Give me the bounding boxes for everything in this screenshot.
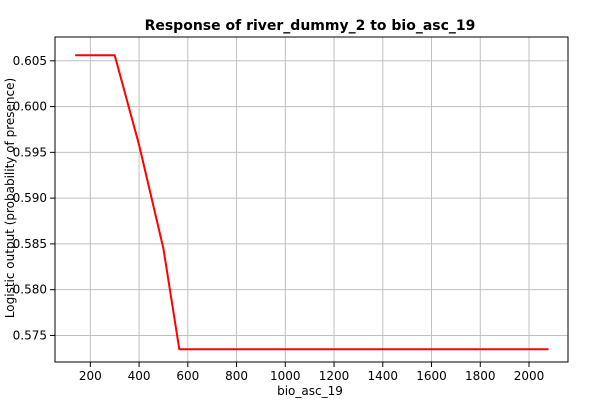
x-tick-label: 2000 xyxy=(514,369,545,383)
grid-lines xyxy=(55,37,568,362)
y-tick-label: 0.585 xyxy=(13,237,47,251)
x-tick-label: 200 xyxy=(79,369,102,383)
series-line xyxy=(75,54,549,351)
x-tick-label: 1200 xyxy=(319,369,350,383)
x-tick-label: 1800 xyxy=(465,369,496,383)
y-axis-label: Logistic output (probability of presence… xyxy=(3,78,17,318)
y-tick-label: 0.595 xyxy=(13,145,47,159)
series-group xyxy=(75,54,549,351)
x-tick-label: 800 xyxy=(225,369,248,383)
x-tick-label: 1600 xyxy=(416,369,447,383)
y-axis-ticks: 0.575 0.580 0.585 0.590 0.595 0.600 0.605 xyxy=(13,54,55,342)
x-axis-ticks: 200 400 600 800 1000 1200 1400 1600 1800 2000 xyxy=(79,362,544,383)
x-tick-label: 1000 xyxy=(270,369,301,383)
x-tick-label: 1400 xyxy=(368,369,399,383)
y-tick-label: 0.605 xyxy=(13,54,47,68)
chart-title: Response of river_dummy_2 to bio_asc_19 xyxy=(145,18,476,34)
x-tick-label: 600 xyxy=(176,369,199,383)
plot-area xyxy=(54,36,569,363)
y-tick-label: 0.590 xyxy=(13,191,47,205)
y-tick-label: 0.600 xyxy=(13,100,47,114)
x-tick-label: 400 xyxy=(128,369,151,383)
y-tick-label: 0.580 xyxy=(13,283,47,297)
y-tick-label: 0.575 xyxy=(13,328,47,342)
x-axis-label: bio_asc_19 xyxy=(277,384,343,398)
